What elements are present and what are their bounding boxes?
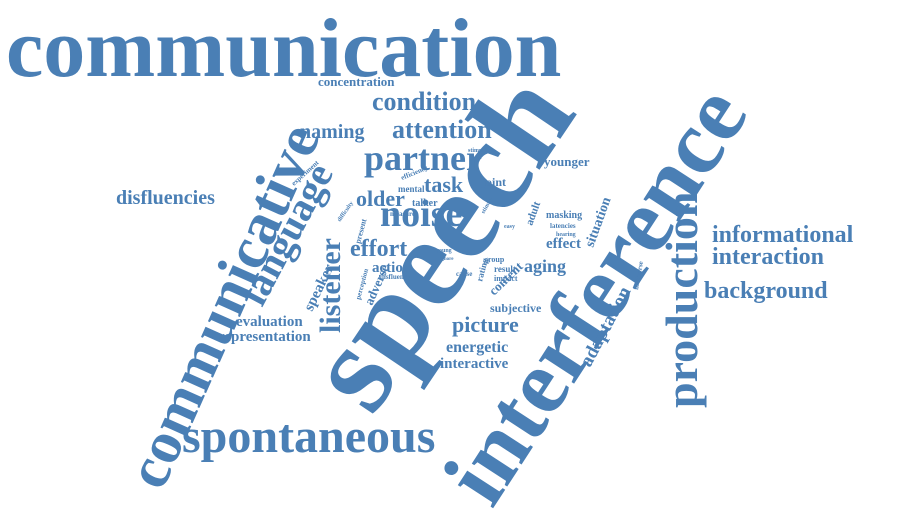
word-young: young	[436, 248, 452, 254]
word-measure: measure	[390, 210, 415, 218]
word-picture: picture	[452, 312, 519, 337]
word-subjective: subjective	[490, 301, 542, 315]
word-effect: effect	[546, 236, 581, 252]
word-younger: younger	[544, 154, 590, 169]
word-energetic: energetic	[446, 339, 508, 356]
word-impact: impact	[494, 274, 518, 283]
word-noise: noise	[380, 193, 462, 235]
word-easy: easy	[504, 224, 515, 230]
word-action: action	[372, 260, 412, 276]
word-joint: joint	[481, 175, 506, 189]
word-result: result	[494, 264, 516, 274]
word-latencies: latencies	[550, 222, 576, 230]
word-effort: effort	[350, 236, 407, 262]
word-informational: informational	[712, 222, 854, 248]
word-disfluency: disfluency	[380, 273, 411, 281]
word-disfluencies: disfluencies	[116, 187, 215, 209]
word-interactive: interactive	[440, 356, 509, 372]
word-communication: communication	[6, 2, 561, 95]
word-concentration: concentration	[318, 74, 395, 89]
word-naming: naming	[300, 121, 364, 143]
word-task: task	[424, 172, 464, 197]
word-ignore: ignore	[440, 257, 454, 262]
word-interaction: interaction	[712, 244, 824, 270]
word-spontaneous: spontaneous	[182, 410, 435, 463]
word-aging: aging	[524, 256, 566, 276]
word-group: group	[484, 255, 505, 264]
word-masking: masking	[546, 210, 582, 221]
word-hearing: hearing	[556, 232, 576, 238]
word-attention: attention	[392, 115, 492, 144]
word-stimulus: stimulus	[468, 148, 490, 154]
word-talker: talker	[412, 198, 438, 209]
word-background: background	[704, 278, 828, 304]
word-cause: cause	[456, 270, 472, 278]
word-listener: listener	[314, 238, 347, 333]
word-representation: representation	[218, 329, 311, 345]
word-difficulty: difficulty	[337, 201, 355, 224]
word-production: production	[656, 192, 707, 408]
word-mental: mental	[398, 184, 425, 194]
word-condition: condition	[372, 87, 477, 116]
word-evaluation: evaluation	[236, 314, 303, 330]
word-partner: partner	[364, 138, 482, 178]
word-older: older	[356, 186, 405, 211]
